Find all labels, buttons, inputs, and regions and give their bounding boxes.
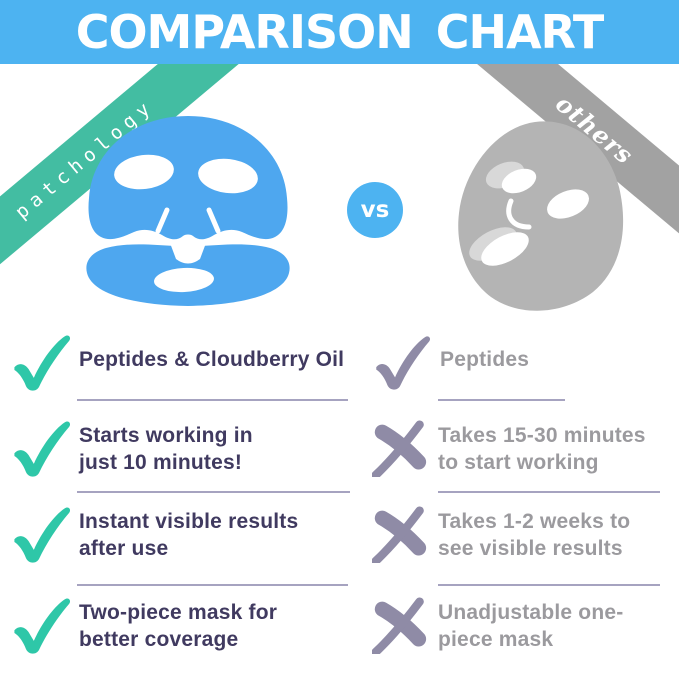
- nose-slit-right: [206, 207, 221, 234]
- text-line: Peptides & Cloudberry Oil: [79, 348, 345, 371]
- comparison-row-brand-1: Peptides & Cloudberry Oil: [10, 333, 370, 391]
- text-line: to start working: [438, 451, 599, 474]
- text-line: Starts working in: [79, 424, 253, 447]
- text-line: just 10 minutes!: [79, 451, 243, 474]
- mask-upper-piece: [88, 116, 288, 240]
- vs-badge: vs: [347, 182, 403, 238]
- comparison-text: Unadjustable one- piece mask: [438, 599, 623, 653]
- text-line: better coverage: [79, 628, 239, 651]
- text-line: piece mask: [438, 628, 554, 651]
- patchology-mask-illustration: [86, 116, 290, 306]
- comparison-text: Peptides: [440, 346, 529, 373]
- cross-icon: [372, 506, 427, 563]
- header-banner: COMPARISON CHART: [0, 0, 679, 64]
- text-line: Instant visible results: [79, 510, 299, 533]
- text-line: Two-piece mask for: [79, 601, 278, 624]
- text-line: see visible results: [438, 537, 623, 560]
- check-icon: [14, 507, 70, 563]
- comparison-row-others-4: Unadjustable one- piece mask: [372, 596, 672, 654]
- comparison-row-others-1: Peptides: [372, 333, 672, 391]
- comparison-text: Takes 1-2 weeks to see visible results: [438, 508, 630, 562]
- mask-body: [458, 121, 624, 311]
- cross-icon: [372, 420, 427, 477]
- divider: [77, 399, 348, 401]
- comparison-row-brand-3: Instant visible results after use: [10, 505, 370, 563]
- mouth-hole: [154, 267, 214, 293]
- eye-hole-right: [547, 189, 589, 219]
- text-line: Takes 1-2 weeks to: [438, 510, 631, 533]
- text-line: after use: [79, 537, 169, 560]
- comparison-text: Takes 15-30 minutes to start working: [438, 422, 646, 476]
- check-icon: [14, 335, 70, 391]
- text-line: Takes 15-30 minutes: [438, 424, 646, 447]
- eye-hole-left: [501, 168, 537, 194]
- divider: [438, 491, 660, 493]
- comparison-row-others-2: Takes 15-30 minutes to start working: [372, 419, 672, 477]
- comparison-row-brand-2: Starts working in just 10 minutes!: [10, 419, 370, 477]
- comparison-row-brand-4: Two-piece mask for better coverage: [10, 596, 370, 654]
- divider: [77, 584, 348, 586]
- text-line: Unadjustable one-: [438, 601, 624, 624]
- eye-hole-right: [198, 158, 258, 194]
- check-icon: [376, 336, 430, 390]
- mouth-hole: [481, 232, 529, 266]
- nose-slit-left: [155, 207, 170, 234]
- comparison-text: Instant visible results after use: [79, 508, 298, 562]
- divider: [438, 399, 565, 401]
- eye-hole-left: [114, 154, 174, 190]
- text-line: Peptides: [440, 348, 530, 371]
- comparison-row-others-3: Takes 1-2 weeks to see visible results: [372, 505, 672, 563]
- cross-icon: [372, 597, 427, 654]
- comparison-text: Two-piece mask for better coverage: [79, 599, 277, 653]
- divider: [77, 491, 350, 493]
- vs-label: vs: [360, 197, 390, 223]
- divider: [438, 584, 660, 586]
- check-icon: [14, 598, 70, 654]
- check-icon: [14, 421, 70, 477]
- others-mask-illustration: [458, 121, 624, 311]
- comparison-text: Starts working in just 10 minutes!: [79, 422, 253, 476]
- page-title: COMPARISON CHART: [75, 5, 605, 59]
- comparison-text: Peptides & Cloudberry Oil: [79, 346, 344, 373]
- nose-notch: [170, 243, 206, 264]
- nose-curve: [506, 198, 532, 230]
